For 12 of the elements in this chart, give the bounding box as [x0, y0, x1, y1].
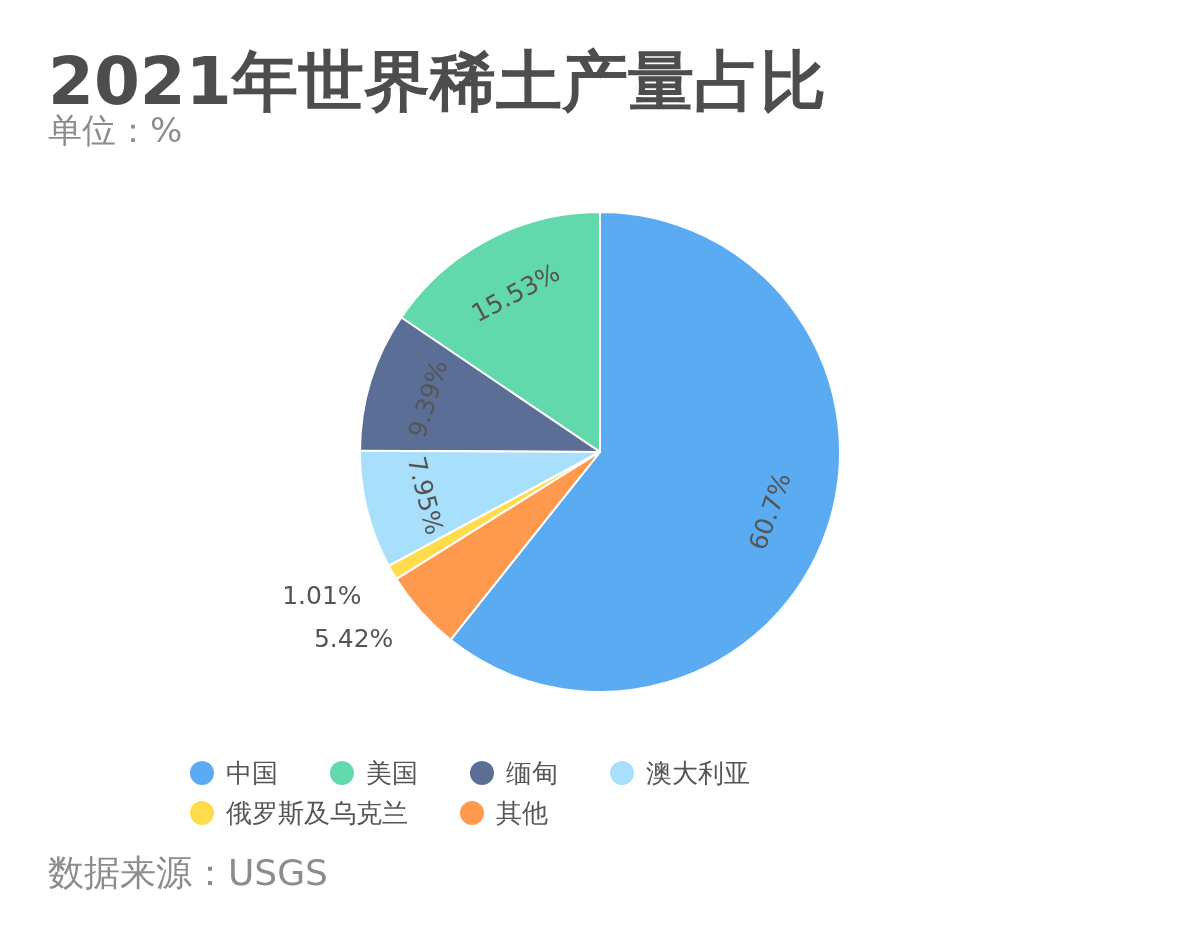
data-label: 7.95%	[401, 453, 450, 538]
legend-label: 缅甸	[506, 758, 558, 788]
data-label: 9.39%	[402, 356, 454, 442]
data-label: 1.01%	[282, 580, 362, 610]
data-label: 60.7%	[743, 469, 797, 554]
data-label: 5.42%	[313, 624, 394, 654]
legend-label: 中国	[226, 758, 278, 788]
legend-label: 俄罗斯及乌克兰	[226, 798, 408, 828]
legend-label: 其他	[496, 798, 548, 828]
legend-label: 澳大利亚	[646, 758, 750, 788]
legend-label: 美国	[366, 758, 418, 788]
source-note: 数据来源：USGS	[48, 852, 328, 893]
